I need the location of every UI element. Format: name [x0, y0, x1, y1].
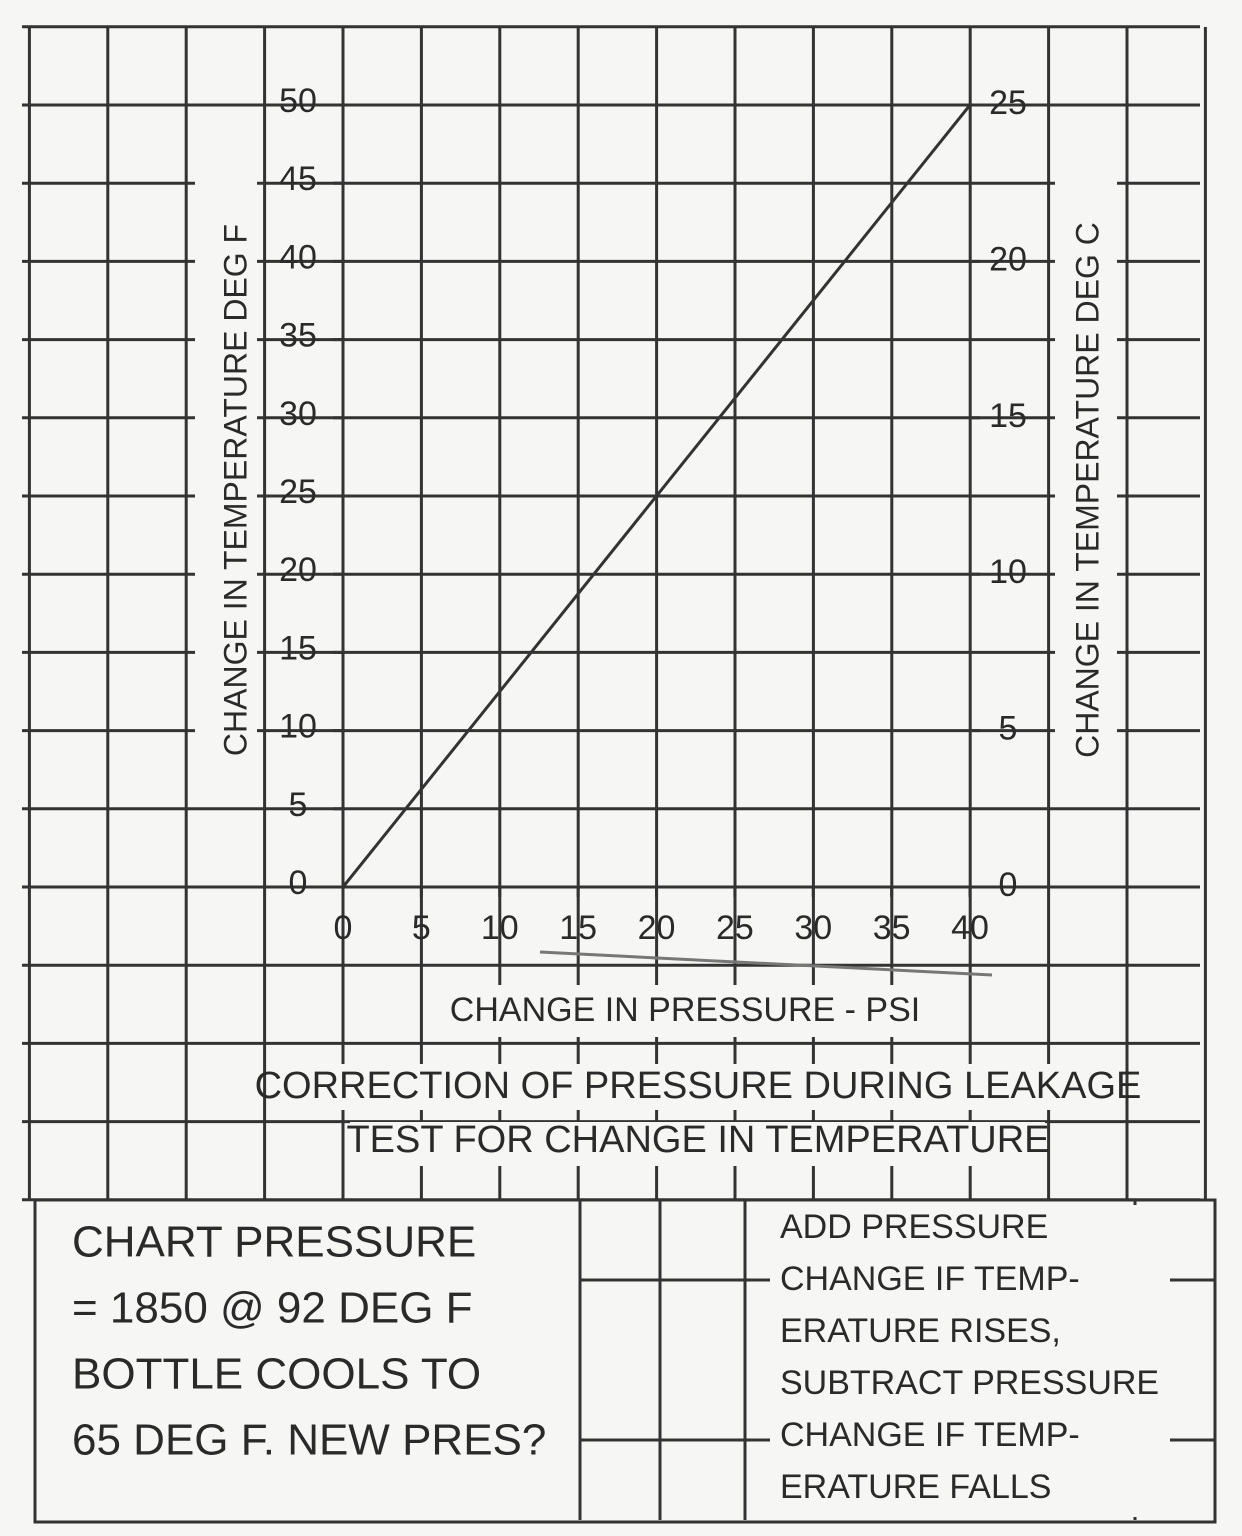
note-text: SUBTRACT PRESSURE [780, 1364, 1159, 1402]
x-tick-label: 0 [334, 909, 353, 947]
chart-title: TEST FOR CHANGE IN TEMPERATURE [346, 1119, 1049, 1161]
y-tick-label: 35 [279, 317, 317, 355]
y-tick-label: 25 [279, 473, 317, 511]
x-tick-label: 30 [794, 909, 832, 947]
y-tick-label: 30 [279, 395, 317, 433]
chart-title: CORRECTION OF PRESSURE DURING LEAKAGE [255, 1065, 1142, 1107]
note-text: ERATURE RISES, [780, 1312, 1061, 1350]
problem-text: 65 DEG F. NEW PRES? [72, 1416, 546, 1465]
label-backdrop [1055, 175, 1117, 795]
x-axis-label: CHANGE IN PRESSURE - PSI [450, 991, 920, 1029]
x-tick-label: 25 [716, 909, 754, 947]
problem-text: CHART PRESSURE [72, 1218, 476, 1267]
y-tick-label: 50 [279, 82, 317, 120]
stray-line [539, 950, 993, 977]
y-tick-label: 15 [279, 629, 317, 667]
problem-text: BOTTLE COOLS TO [72, 1350, 481, 1399]
x-tick-label: 35 [873, 909, 911, 947]
note-text: ERATURE FALLS [780, 1468, 1051, 1506]
y-tick-label: 40 [279, 238, 317, 276]
note-text: CHANGE IF TEMP- [780, 1416, 1080, 1454]
y2-tick-label: 5 [999, 710, 1018, 748]
y-tick-label: 5 [289, 786, 308, 824]
label-backdrop [430, 985, 940, 1037]
data-line [341, 104, 972, 888]
y-tick-label: 20 [279, 551, 317, 589]
y-tick-label: 10 [279, 708, 317, 746]
y2-axis-label: CHANGE IN TEMPERATURE DEG C [1069, 222, 1105, 758]
note-text: ADD PRESSURE [780, 1208, 1048, 1246]
note-text: CHANGE IF TEMP- [780, 1260, 1080, 1298]
title-backdrop [350, 1122, 1045, 1166]
y2-tick-label: 0 [999, 866, 1018, 904]
x-tick-label: 10 [481, 909, 519, 947]
title-backdrop [270, 1064, 1120, 1110]
x-tick-label: 20 [638, 909, 676, 947]
note-backdrop [770, 1205, 1170, 1517]
label-backdrop [195, 175, 257, 795]
x-tick-label: 15 [559, 909, 597, 947]
y-tick-label: 45 [279, 160, 317, 198]
x-tick-label: 5 [412, 909, 431, 947]
y2-tick-label: 10 [989, 553, 1027, 591]
y2-tick-label: 25 [989, 84, 1027, 122]
y-axis-label: CHANGE IN TEMPERATURE DEG F [217, 224, 253, 756]
y2-tick-label: 15 [989, 397, 1027, 435]
y2-tick-label: 20 [989, 240, 1027, 278]
y-tick-label: 0 [289, 864, 308, 902]
problem-text: = 1850 @ 92 DEG F [72, 1284, 473, 1333]
x-tick-label: 40 [951, 909, 989, 947]
